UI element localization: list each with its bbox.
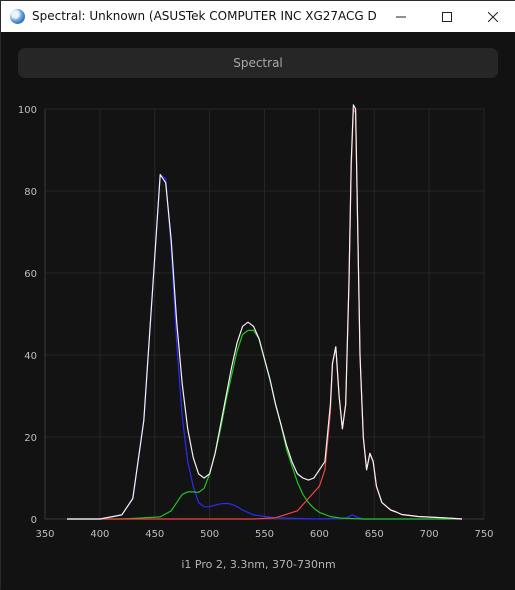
window-title: Spectral: Unknown (ASUSTek COMPUTER INC … <box>32 9 377 23</box>
x-tick-label: 700 <box>420 529 439 540</box>
x-tick-label: 400 <box>90 529 109 540</box>
y-tick-label: 0 <box>31 515 37 526</box>
x-tick-label: 650 <box>365 529 384 540</box>
y-tick-label: 20 <box>24 433 37 444</box>
x-tick-label: 600 <box>310 529 329 540</box>
spectral-button[interactable]: Spectral <box>18 48 498 78</box>
x-tick-label: 500 <box>200 529 219 540</box>
series-line-3 <box>67 104 463 520</box>
chart-series <box>67 104 463 520</box>
y-tick-label: 60 <box>24 269 37 280</box>
x-tick-label: 350 <box>35 529 54 540</box>
close-icon <box>488 11 498 22</box>
minimize-icon <box>396 16 406 17</box>
series-line-1 <box>67 329 462 520</box>
x-tick-label: 750 <box>474 529 493 540</box>
close-button[interactable] <box>470 1 515 32</box>
x-tick-label: 450 <box>145 529 164 540</box>
maximize-icon <box>442 11 452 22</box>
main-content: Spectral 350 400 450 500 550 600 650 700 750 0 20 4… <box>1 32 515 590</box>
y-tick-label: 40 <box>24 351 37 362</box>
app-logo-icon <box>10 9 25 24</box>
y-tick-label: 100 <box>18 105 37 116</box>
minimize-button[interactable] <box>378 1 424 32</box>
instrument-label: i1 Pro 2, 3.3nm, 370-730nm <box>181 558 336 571</box>
spectral-chart: 350 400 450 500 550 600 650 700 750 0 20 40 60 80 100 <box>18 104 494 540</box>
title-bar[interactable]: Spectral: Unknown (ASUSTek COMPUTER INC … <box>1 1 515 32</box>
x-tick-label: 550 <box>255 529 274 540</box>
y-tick-label: 80 <box>24 187 37 198</box>
maximize-button[interactable] <box>424 1 470 32</box>
